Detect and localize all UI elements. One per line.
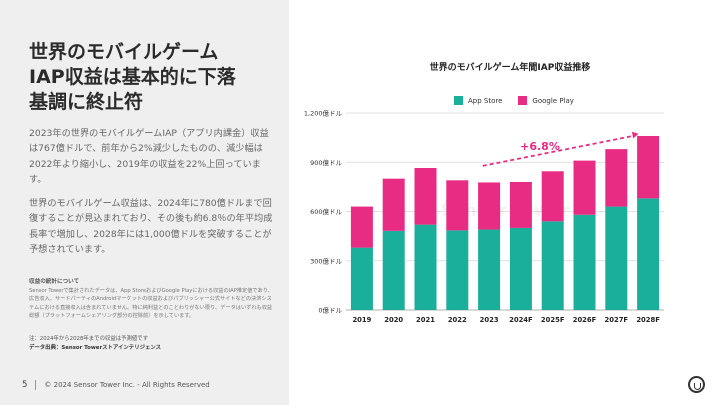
x-tick-label: 2020 xyxy=(384,316,403,324)
x-tick-label: 2027F xyxy=(605,316,629,324)
bar-google-play xyxy=(350,206,373,248)
y-tick-label: 900億ドル xyxy=(310,158,342,167)
x-tick-label: 2028F xyxy=(636,316,660,324)
x-tick-label: 2025F xyxy=(541,316,565,324)
bar-app-store xyxy=(350,247,373,310)
y-tick-label: 1,200億ドル xyxy=(304,109,343,118)
trend-arrow-line xyxy=(482,134,634,167)
x-tick-label: 2021 xyxy=(416,316,435,324)
x-tick-label: 2019 xyxy=(352,316,371,324)
methodology-title: 収益の統計について xyxy=(29,279,80,285)
chart-legend: App Store Google Play xyxy=(454,96,574,105)
bar-app-store xyxy=(414,224,437,310)
legend-google-play: Google Play xyxy=(518,96,574,105)
bar-app-store xyxy=(509,227,532,310)
notes: 注：2024年から2028年までの収益は予測値です データ出典：Sensor T… xyxy=(29,335,279,353)
chart-title: 世界のモバイルゲーム年間IAP収益推移 xyxy=(429,63,591,73)
legend-app-store-label: App Store xyxy=(468,96,503,105)
bar-google-play xyxy=(414,167,437,225)
bar-google-play xyxy=(573,160,596,215)
bar-app-store xyxy=(478,229,501,310)
cagr-annotation: +6.8% xyxy=(520,140,560,153)
headline-line-2: IAP収益は基本的に下落 xyxy=(29,66,236,88)
legend-google-play-label: Google Play xyxy=(532,96,574,105)
bar-app-store xyxy=(637,198,660,310)
bar-google-play xyxy=(541,171,564,222)
summary-paragraph-2: 世界のモバイルゲーム収益は、2024年に780億ドルまで回復することが見込まれて… xyxy=(29,198,273,256)
summary-paragraph-1: 2023年の世界のモバイルゲームIAP（アプリ内課金）収益は767億ドルで、前年… xyxy=(29,128,269,186)
headline-line-3: 基調に終止符 xyxy=(29,91,144,113)
bar-google-play xyxy=(478,182,501,230)
y-tick-label: 600億ドル xyxy=(310,207,342,216)
bar-app-store xyxy=(573,214,596,310)
x-tick-label: 2023 xyxy=(480,316,499,324)
sensor-tower-logo-icon xyxy=(688,376,705,393)
headline-line-1: 世界のモバイルゲーム xyxy=(29,41,219,63)
trend-arrow-head xyxy=(631,131,639,139)
bar-app-store xyxy=(605,206,628,310)
y-tick-label: 300億ドル xyxy=(310,256,342,265)
x-tick-label: 2026F xyxy=(573,316,597,324)
bar-app-store xyxy=(541,221,564,310)
forecast-note: 注：2024年から2028年までの収益は予測値です xyxy=(29,336,149,342)
watermark-text: Sensor Tower xyxy=(441,201,570,221)
bar-google-play xyxy=(637,135,660,199)
footer: 5 © 2024 Sensor Tower Inc. - All Rights … xyxy=(22,380,210,390)
bar-google-play xyxy=(446,180,469,231)
methodology-text: Sensor Towerで集計されたデータは、App StoreおよびGoogl… xyxy=(29,287,273,320)
page-number: 5 xyxy=(22,380,28,390)
bar-google-play xyxy=(605,149,628,207)
data-source: データ出典：Sensor Towerストアインテリジェンス xyxy=(29,345,162,351)
app-store-swatch xyxy=(454,96,463,105)
y-tick-label: 0億ドル xyxy=(318,306,342,315)
footer-divider xyxy=(35,380,37,390)
bar-app-store xyxy=(382,230,405,310)
bar-google-play xyxy=(509,181,532,228)
headline: 世界のモバイルゲーム IAP収益は基本的に下落 基調に終止符 xyxy=(29,40,279,115)
bar-google-play xyxy=(382,178,405,231)
legend-app-store: App Store xyxy=(454,96,502,105)
google-play-swatch xyxy=(518,96,528,105)
left-panel xyxy=(0,0,289,405)
x-tick-label: 2024F xyxy=(509,316,533,324)
copyright: © 2024 Sensor Tower Inc. - All Rights Re… xyxy=(44,381,210,389)
bar-app-store xyxy=(446,230,469,310)
methodology-note: 収益の統計について Sensor Towerで集計されたデータは、App Sto… xyxy=(29,278,274,321)
x-tick-label: 2022 xyxy=(448,316,467,324)
